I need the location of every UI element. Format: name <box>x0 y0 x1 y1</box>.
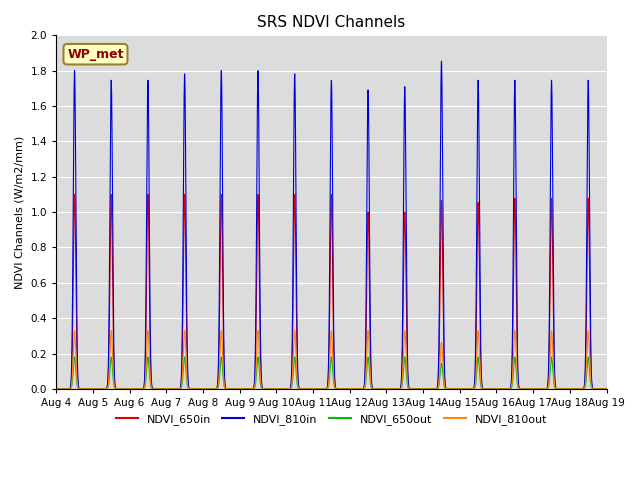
NDVI_650in <box>408 386 415 392</box>
NDVI_810in <box>438 58 445 64</box>
NDVI_810in <box>486 386 493 392</box>
NDVI_650out <box>259 386 266 392</box>
NDVI_810in <box>52 386 60 392</box>
Line: NDVI_650in: NDVI_650in <box>56 194 607 389</box>
NDVI_650out <box>486 386 493 392</box>
NDVI_810in <box>259 384 266 390</box>
NDVI_650in <box>164 386 172 392</box>
NDVI_810out <box>52 386 60 392</box>
NDVI_650in <box>486 386 493 392</box>
NDVI_650in <box>170 386 178 392</box>
NDVI_810out <box>486 386 493 392</box>
NDVI_810out <box>70 328 78 334</box>
NDVI_650out <box>164 386 172 392</box>
NDVI_810out <box>259 386 266 392</box>
NDVI_810in <box>170 386 178 392</box>
NDVI_810out <box>408 386 415 392</box>
NDVI_650out <box>408 386 415 392</box>
NDVI_650in <box>70 192 78 197</box>
NDVI_810in <box>408 386 415 392</box>
Line: NDVI_810out: NDVI_810out <box>56 331 607 389</box>
NDVI_810out <box>170 386 178 392</box>
NDVI_650in <box>603 386 611 392</box>
NDVI_650out <box>52 386 60 392</box>
Line: NDVI_650out: NDVI_650out <box>56 357 607 389</box>
NDVI_650in <box>259 385 266 391</box>
NDVI_810in <box>603 386 611 392</box>
NDVI_650out <box>170 386 178 392</box>
Y-axis label: NDVI Channels (W/m2/mm): NDVI Channels (W/m2/mm) <box>15 135 25 289</box>
NDVI_810out <box>164 386 172 392</box>
Title: SRS NDVI Channels: SRS NDVI Channels <box>257 15 406 30</box>
NDVI_810out <box>601 386 609 392</box>
Legend: NDVI_650in, NDVI_810in, NDVI_650out, NDVI_810out: NDVI_650in, NDVI_810in, NDVI_650out, NDV… <box>111 409 552 429</box>
NDVI_650in <box>601 386 609 392</box>
Line: NDVI_810in: NDVI_810in <box>56 61 607 389</box>
NDVI_650out <box>603 386 611 392</box>
NDVI_810out <box>603 386 611 392</box>
Text: WP_met: WP_met <box>67 48 124 60</box>
NDVI_650in <box>52 386 60 392</box>
NDVI_650out <box>70 354 78 360</box>
NDVI_810in <box>164 386 172 392</box>
NDVI_810in <box>601 386 609 392</box>
NDVI_650out <box>601 386 609 392</box>
